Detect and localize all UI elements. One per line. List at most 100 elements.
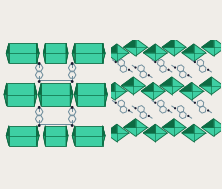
Polygon shape bbox=[41, 83, 70, 106]
Circle shape bbox=[207, 109, 209, 112]
Polygon shape bbox=[74, 83, 77, 94]
Polygon shape bbox=[182, 124, 206, 142]
Polygon shape bbox=[66, 126, 68, 146]
Polygon shape bbox=[4, 83, 7, 106]
Circle shape bbox=[38, 106, 41, 109]
Polygon shape bbox=[141, 82, 165, 100]
Polygon shape bbox=[202, 38, 222, 56]
Circle shape bbox=[71, 106, 74, 109]
Polygon shape bbox=[105, 124, 129, 142]
Circle shape bbox=[128, 109, 130, 112]
Polygon shape bbox=[105, 124, 117, 133]
Polygon shape bbox=[38, 83, 41, 94]
Polygon shape bbox=[45, 126, 66, 146]
Circle shape bbox=[194, 102, 196, 104]
Polygon shape bbox=[199, 77, 222, 94]
Polygon shape bbox=[66, 43, 68, 63]
Circle shape bbox=[135, 107, 137, 109]
Polygon shape bbox=[105, 83, 107, 106]
Polygon shape bbox=[37, 43, 39, 63]
Polygon shape bbox=[45, 43, 66, 63]
Circle shape bbox=[71, 80, 74, 83]
Circle shape bbox=[174, 107, 176, 109]
Circle shape bbox=[207, 69, 209, 71]
Polygon shape bbox=[70, 83, 73, 106]
Polygon shape bbox=[182, 124, 194, 133]
Circle shape bbox=[38, 124, 41, 127]
Circle shape bbox=[194, 61, 196, 63]
Circle shape bbox=[154, 102, 157, 104]
Polygon shape bbox=[75, 126, 103, 146]
Polygon shape bbox=[37, 126, 39, 146]
Polygon shape bbox=[70, 83, 73, 94]
Circle shape bbox=[115, 102, 117, 104]
Polygon shape bbox=[103, 43, 105, 53]
Polygon shape bbox=[38, 83, 41, 106]
Circle shape bbox=[187, 115, 189, 117]
Polygon shape bbox=[9, 43, 37, 63]
Polygon shape bbox=[182, 44, 194, 53]
Polygon shape bbox=[123, 38, 148, 56]
Polygon shape bbox=[72, 126, 75, 146]
Polygon shape bbox=[37, 43, 39, 53]
Polygon shape bbox=[123, 119, 136, 128]
Polygon shape bbox=[162, 38, 186, 56]
Circle shape bbox=[38, 80, 41, 83]
Polygon shape bbox=[103, 126, 105, 136]
Polygon shape bbox=[9, 126, 37, 146]
Circle shape bbox=[167, 109, 170, 112]
Polygon shape bbox=[162, 119, 186, 136]
Polygon shape bbox=[123, 38, 136, 47]
Polygon shape bbox=[180, 82, 192, 91]
Polygon shape bbox=[202, 119, 222, 136]
Polygon shape bbox=[43, 126, 45, 146]
Circle shape bbox=[71, 124, 74, 127]
Polygon shape bbox=[162, 119, 174, 128]
Polygon shape bbox=[160, 77, 184, 94]
Polygon shape bbox=[123, 119, 148, 136]
Polygon shape bbox=[162, 38, 174, 47]
Polygon shape bbox=[66, 126, 68, 136]
Polygon shape bbox=[143, 44, 155, 53]
Polygon shape bbox=[37, 126, 39, 136]
Circle shape bbox=[174, 67, 176, 69]
Polygon shape bbox=[75, 43, 103, 63]
Polygon shape bbox=[202, 119, 214, 128]
Polygon shape bbox=[66, 43, 68, 53]
Polygon shape bbox=[6, 126, 9, 146]
Circle shape bbox=[128, 69, 130, 71]
Polygon shape bbox=[43, 126, 45, 136]
Polygon shape bbox=[77, 83, 105, 106]
Polygon shape bbox=[7, 83, 34, 106]
Polygon shape bbox=[72, 126, 75, 136]
Polygon shape bbox=[143, 124, 167, 142]
Polygon shape bbox=[199, 77, 211, 86]
Polygon shape bbox=[103, 126, 105, 146]
Polygon shape bbox=[121, 77, 145, 94]
Circle shape bbox=[71, 62, 74, 65]
Polygon shape bbox=[43, 43, 45, 53]
Polygon shape bbox=[202, 38, 214, 47]
Polygon shape bbox=[160, 77, 172, 86]
Polygon shape bbox=[103, 82, 127, 100]
Polygon shape bbox=[6, 43, 9, 63]
Polygon shape bbox=[74, 83, 77, 106]
Polygon shape bbox=[103, 43, 105, 63]
Circle shape bbox=[167, 69, 170, 71]
Polygon shape bbox=[105, 44, 129, 61]
Polygon shape bbox=[143, 124, 155, 133]
Polygon shape bbox=[103, 82, 115, 91]
Circle shape bbox=[154, 61, 157, 63]
Polygon shape bbox=[180, 82, 204, 100]
Circle shape bbox=[187, 74, 189, 76]
Polygon shape bbox=[6, 126, 9, 136]
Circle shape bbox=[135, 67, 137, 69]
Circle shape bbox=[148, 74, 150, 76]
Polygon shape bbox=[105, 83, 107, 94]
Polygon shape bbox=[121, 77, 133, 86]
Polygon shape bbox=[72, 43, 75, 53]
Polygon shape bbox=[72, 43, 75, 63]
Circle shape bbox=[38, 62, 41, 65]
Circle shape bbox=[115, 61, 117, 63]
Polygon shape bbox=[34, 83, 37, 106]
